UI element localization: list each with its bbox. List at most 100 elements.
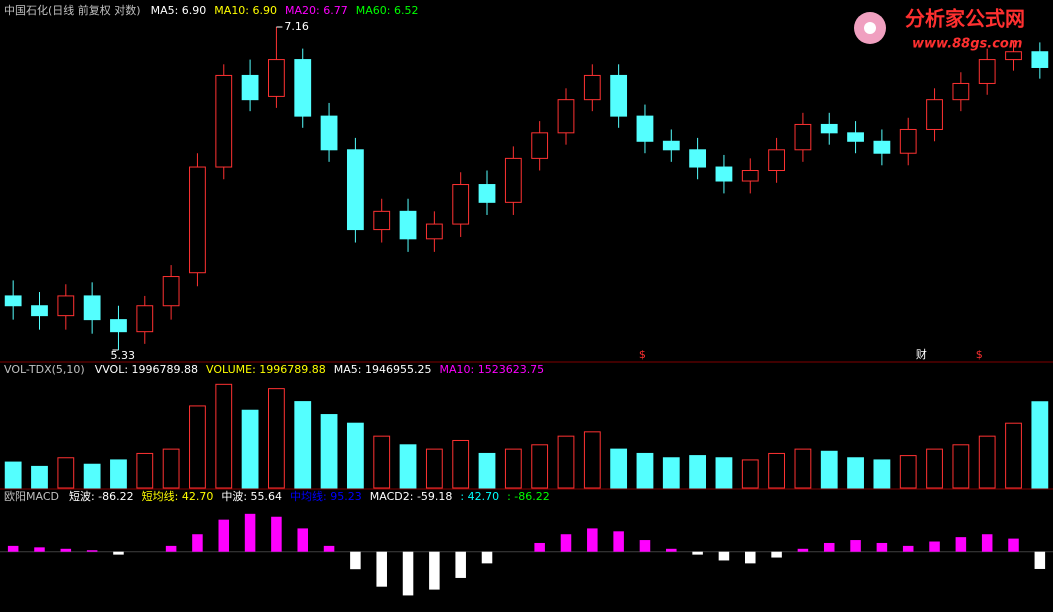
indicator-label: MA10: 6.90 (214, 4, 277, 17)
volume-bar (215, 383, 233, 489)
candle-body (268, 59, 285, 97)
candle-body (926, 99, 943, 130)
macd-bar (297, 528, 309, 552)
candle-body (1005, 51, 1022, 61)
volume-bar (294, 401, 312, 489)
macd-bar (981, 534, 993, 552)
macd-bar (481, 551, 493, 564)
volume-bar (531, 444, 549, 489)
volume-bar (636, 452, 654, 489)
volume-bar (741, 459, 759, 489)
macd-bar (192, 534, 203, 552)
candle-body (373, 210, 391, 231)
volume-bar (136, 452, 154, 489)
macd-bar (323, 545, 335, 552)
volume-bar (873, 459, 891, 489)
event-marker: $ (639, 348, 646, 361)
candle-body (504, 157, 522, 203)
macd-bar (455, 551, 466, 578)
volume-bar (110, 459, 127, 489)
candle-body (847, 132, 864, 142)
candle-body (83, 295, 101, 321)
candle-body (425, 223, 443, 240)
candle-body (1031, 51, 1049, 68)
macd-bar (692, 551, 703, 555)
panel-title: 欧阳MACD (4, 490, 59, 503)
indicator-label: MA5: 6.90 (151, 4, 207, 17)
logo-title: 分析家公式网 (905, 7, 1025, 31)
volume-bar (268, 388, 285, 489)
volume-bar (452, 439, 470, 489)
logo-url: www.88gs.com (912, 37, 1022, 52)
candle-body (162, 276, 180, 307)
volume-bar (926, 448, 943, 489)
volume-bar (241, 409, 259, 489)
volume-bar (83, 463, 101, 489)
logo: 分析家公式网 www.88gs.com (854, 7, 1025, 52)
volume-bar (820, 450, 838, 489)
volume-bar (1031, 401, 1049, 489)
candle-body (636, 115, 654, 142)
candle-body (557, 99, 575, 134)
candle-body (57, 295, 75, 317)
volume-bar (583, 431, 601, 489)
indicator-label: 中波: 55.64 (221, 490, 282, 503)
logo-icon (864, 22, 876, 34)
volume-bar (662, 457, 680, 489)
candle-body (478, 184, 496, 203)
macd-bar (1008, 538, 1019, 552)
candle-body (215, 74, 233, 168)
volume-bar (162, 448, 180, 489)
macd-bar (60, 548, 72, 552)
candle-body (452, 184, 470, 225)
volume-bar (610, 448, 628, 489)
panel-title: 中国石化(日线 前复权 对数) (4, 3, 141, 17)
macd-bar (876, 542, 888, 552)
candle-body (715, 166, 733, 182)
candle-body (136, 305, 154, 333)
macd-bar (86, 550, 98, 552)
macd-bar (429, 551, 440, 590)
indicator-label: : 42.70 (460, 490, 499, 503)
macd-bar (823, 542, 835, 552)
indicator-label: 短均线: 42.70 (142, 489, 214, 503)
macd-bar (7, 545, 19, 552)
macd-bar (34, 547, 45, 552)
candle-body (346, 149, 364, 231)
macd-bar (244, 513, 256, 552)
volume-bar (189, 405, 206, 489)
macd-bar (666, 548, 677, 552)
indicator-label: MA10: 1523623.75 (439, 363, 544, 376)
volume-bar (346, 422, 364, 489)
volume-bar (557, 435, 575, 489)
volume-bar (504, 448, 522, 489)
indicator-label: VOLUME: 1996789.88 (206, 363, 326, 376)
event-marker: $ (976, 348, 983, 361)
macd-bar (613, 531, 624, 552)
macd-bar (955, 537, 967, 552)
volume-bar (768, 452, 785, 489)
candle-body (583, 74, 601, 101)
candle-body (294, 59, 312, 117)
macd-bar (165, 545, 177, 552)
volume-bar (399, 444, 417, 489)
candle-body (741, 170, 759, 182)
macd-bar (771, 551, 782, 558)
candle-body (768, 149, 785, 172)
candle-body (689, 149, 707, 168)
macd-bar (587, 528, 598, 552)
volume-bar (320, 414, 338, 489)
panel-title: VOL-TDX(5,10) (4, 363, 85, 376)
candle-body (531, 132, 549, 159)
candle-body (241, 74, 259, 101)
indicator-label: MACD2: -59.18 (370, 490, 453, 503)
candle-body (4, 295, 22, 307)
macd-bar (350, 551, 361, 570)
indicator-label: 中均线: 95.23 (290, 489, 362, 503)
volume-bar (794, 448, 812, 489)
macd-bar (639, 540, 651, 552)
volume-bar (425, 448, 443, 489)
indicator-label: MA5: 1946955.25 (334, 363, 432, 376)
volume-bar (31, 465, 48, 489)
